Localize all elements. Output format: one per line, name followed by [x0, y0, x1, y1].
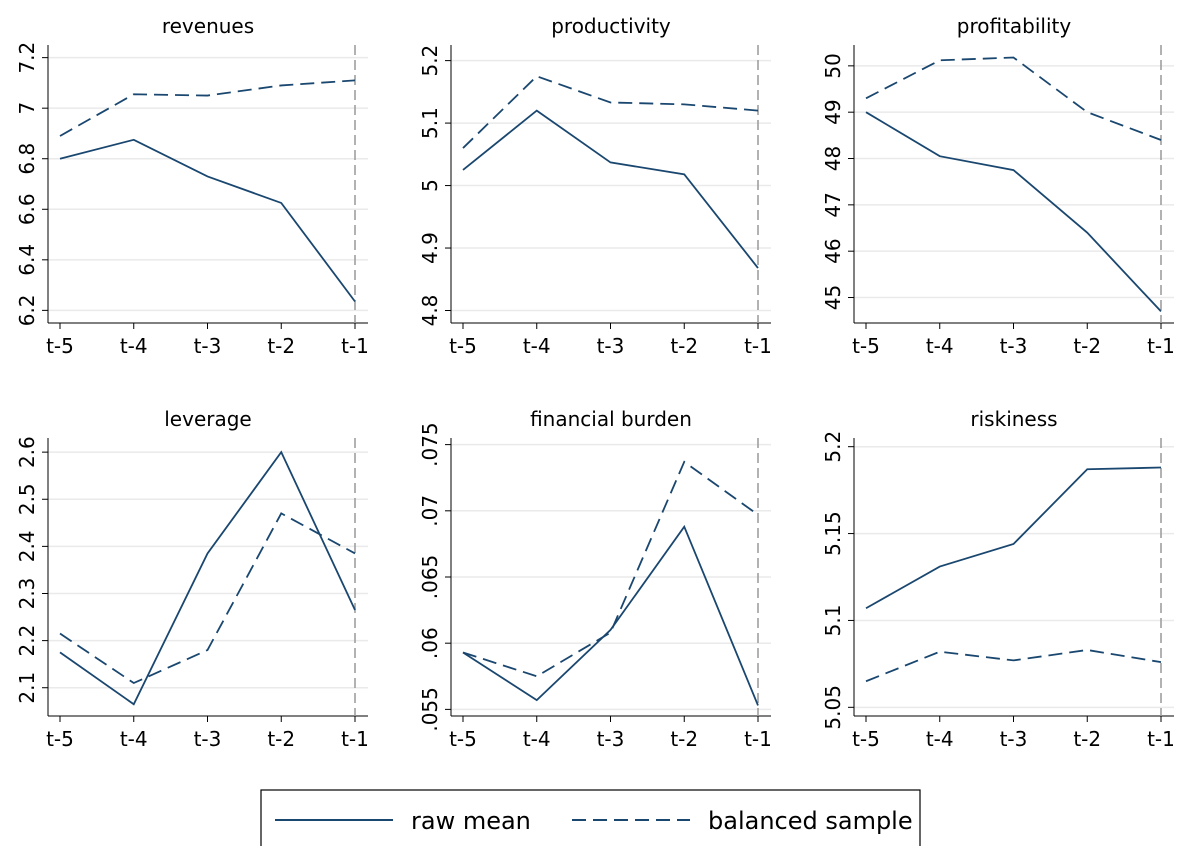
x-tick-label: t-2: [267, 334, 295, 358]
y-tick-label: .065: [418, 555, 442, 600]
x-tick-label: t-5: [46, 334, 74, 358]
y-tick-label: 46: [821, 238, 845, 263]
y-tick-label: 2.4: [15, 530, 39, 562]
y-tick-label: 48: [821, 146, 845, 171]
y-tick-label: 2.5: [15, 483, 39, 515]
y-tick-label: .07: [418, 495, 442, 527]
series-line: [865, 466, 1162, 610]
y-tick-label: 6.4: [15, 244, 39, 276]
x-tick-label: t-3: [194, 727, 222, 751]
series-line: [59, 79, 356, 137]
y-tick-label: 5.05: [821, 685, 845, 730]
series-line: [865, 111, 1162, 313]
x-tick-label: t-4: [523, 334, 551, 358]
x-tick-label: t-4: [926, 727, 954, 751]
y-tick-label: 5.15: [821, 511, 845, 556]
y-tick-label: 4.9: [418, 232, 442, 264]
x-tick-label: t-1: [1147, 334, 1175, 358]
x-tick-label: t-1: [1147, 727, 1175, 751]
x-tick-label: t-4: [926, 334, 954, 358]
legend-box: [260, 789, 921, 846]
y-tick-label: 50: [821, 53, 845, 78]
series-line: [865, 649, 1162, 683]
series-line: [462, 109, 759, 269]
y-tick-label: 2.6: [15, 436, 39, 468]
chart-title: financial burden: [530, 407, 692, 431]
x-tick-label: t-3: [1000, 727, 1028, 751]
x-tick-label: t-2: [670, 727, 698, 751]
x-tick-label: t-3: [597, 334, 625, 358]
x-tick-label: t-4: [120, 334, 148, 358]
y-tick-label: 6.2: [15, 294, 39, 326]
y-tick-label: 5: [418, 179, 442, 192]
x-tick-label: t-2: [670, 334, 698, 358]
x-tick-label: t-4: [523, 727, 551, 751]
x-tick-label: t-5: [449, 727, 477, 751]
y-tick-label: 6.6: [15, 193, 39, 225]
y-tick-label: 6.8: [15, 143, 39, 175]
x-tick-label: t-4: [120, 727, 148, 751]
x-tick-label: t-3: [1000, 334, 1028, 358]
y-tick-label: 47: [821, 192, 845, 217]
y-tick-label: 49: [821, 99, 845, 124]
x-tick-label: t-2: [1073, 727, 1101, 751]
y-tick-label: 5.2: [418, 45, 442, 77]
x-tick-label: t-1: [744, 334, 772, 358]
legend-label: raw mean: [411, 807, 531, 835]
x-tick-label: t-5: [852, 727, 880, 751]
x-tick-label: t-1: [744, 727, 772, 751]
series-line: [462, 524, 759, 706]
y-tick-label: .06: [418, 627, 442, 659]
y-tick-label: 2.1: [15, 672, 39, 704]
x-tick-label: t-5: [852, 334, 880, 358]
chart-title: revenues: [162, 14, 254, 38]
y-tick-label: .075: [418, 422, 442, 467]
y-tick-label: 5.1: [821, 605, 845, 637]
x-tick-label: t-1: [341, 334, 369, 358]
series-line: [59, 512, 356, 685]
legend-label: balanced sample: [708, 807, 913, 835]
series-line: [59, 138, 356, 303]
y-tick-label: .055: [418, 687, 442, 732]
y-tick-label: 4.8: [418, 295, 442, 327]
chart-title: leverage: [164, 407, 251, 431]
chart-title: productivity: [551, 14, 671, 38]
x-tick-label: t-2: [1073, 334, 1101, 358]
x-tick-label: t-1: [341, 727, 369, 751]
x-tick-label: t-3: [597, 727, 625, 751]
series-line: [865, 56, 1162, 141]
chart-title: riskiness: [970, 407, 1057, 431]
y-tick-label: 5.2: [821, 431, 845, 463]
series-line: [462, 460, 759, 678]
y-tick-label: 7: [15, 102, 39, 115]
series-line: [59, 450, 356, 706]
x-tick-label: t-3: [194, 334, 222, 358]
y-tick-label: 2.2: [15, 625, 39, 657]
y-tick-label: 5.1: [418, 107, 442, 139]
chart-title: profitability: [957, 14, 1072, 38]
x-tick-label: t-5: [46, 727, 74, 751]
x-tick-label: t-2: [267, 727, 295, 751]
x-tick-label: t-5: [449, 334, 477, 358]
y-tick-label: 7.2: [15, 42, 39, 74]
y-tick-label: 45: [821, 285, 845, 310]
series-line: [462, 75, 759, 149]
y-tick-label: 2.3: [15, 578, 39, 610]
